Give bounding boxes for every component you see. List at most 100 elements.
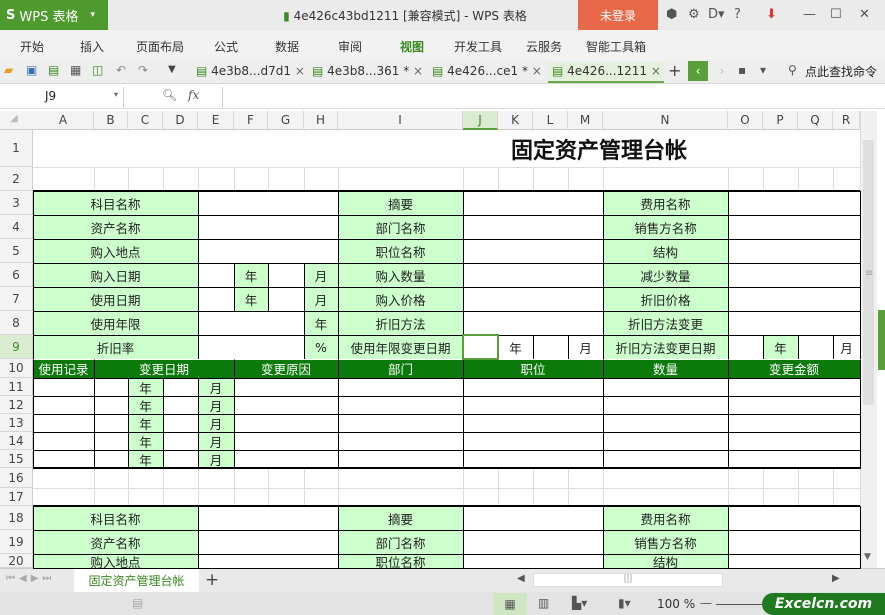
input-cell[interactable] xyxy=(462,431,604,451)
column-header[interactable]: Q xyxy=(798,111,833,130)
input-cell[interactable] xyxy=(197,262,235,288)
input-cell[interactable] xyxy=(162,431,199,451)
login-button[interactable]: 未登录 xyxy=(578,0,658,30)
column-header[interactable]: G xyxy=(268,111,304,130)
tab-next-icon[interactable]: › xyxy=(719,64,725,78)
column-header[interactable]: N xyxy=(603,111,728,130)
row-header[interactable]: 12 xyxy=(0,396,33,414)
skin-icon[interactable]: ⬢ xyxy=(666,7,678,22)
row-header[interactable]: 11 xyxy=(0,378,33,396)
scroll-right-icon[interactable]: ▶ xyxy=(832,573,840,584)
undo-icon[interactable]: ↶ xyxy=(116,63,127,77)
input-cell[interactable] xyxy=(462,214,604,240)
column-header[interactable]: J xyxy=(463,111,498,130)
row-header[interactable]: 16 xyxy=(0,468,33,488)
minimize-icon[interactable]: — xyxy=(803,7,816,22)
row-header[interactable]: 5 xyxy=(0,239,33,263)
input-cell[interactable] xyxy=(727,190,861,216)
input-cell[interactable] xyxy=(462,377,604,397)
input-cell[interactable] xyxy=(462,310,604,336)
input-cell[interactable] xyxy=(602,395,729,415)
export-icon[interactable]: ▤ xyxy=(48,63,60,77)
input-cell[interactable] xyxy=(32,413,95,433)
input-cell[interactable] xyxy=(337,377,464,397)
input-cell[interactable] xyxy=(727,334,764,360)
row-header[interactable]: 13 xyxy=(0,414,33,432)
wps-app-menu-button[interactable]: S WPS 表格 ▾ xyxy=(0,0,108,30)
input-cell[interactable] xyxy=(197,214,339,240)
input-cell[interactable] xyxy=(197,190,339,216)
input-cell[interactable] xyxy=(197,553,339,569)
document-tab[interactable]: ▤ 4e3b8...361 * × xyxy=(308,62,424,83)
column-header[interactable]: H xyxy=(304,111,338,130)
dropdown-icon[interactable]: ▼ xyxy=(168,64,176,75)
input-cell[interactable] xyxy=(602,377,729,397)
input-cell[interactable] xyxy=(462,449,604,469)
sheet-nav-icons[interactable]: ⏮◀▶⏭ xyxy=(6,573,56,584)
input-cell[interactable] xyxy=(197,334,305,360)
redo-icon[interactable]: ↷ xyxy=(138,63,149,77)
column-header[interactable]: D xyxy=(163,111,198,130)
column-header[interactable]: E xyxy=(198,111,234,130)
row-header[interactable]: 6 xyxy=(0,263,33,287)
input-cell[interactable] xyxy=(233,395,339,415)
menu-tab[interactable]: 数据 xyxy=(275,40,300,54)
input-cell[interactable] xyxy=(727,553,861,569)
input-cell[interactable] xyxy=(727,214,861,240)
scroll-left-icon[interactable]: ◀ xyxy=(517,573,525,584)
chevron-down-icon[interactable]: ▾ xyxy=(114,90,119,99)
save-icon[interactable]: ▣ xyxy=(26,63,38,77)
input-cell[interactable] xyxy=(337,449,464,469)
input-cell[interactable] xyxy=(197,310,305,336)
input-cell[interactable] xyxy=(233,449,339,469)
row-header[interactable]: 1 xyxy=(0,130,33,167)
input-cell[interactable] xyxy=(727,413,861,433)
menu-tab[interactable]: 智能工具箱 xyxy=(586,40,647,54)
input-cell[interactable] xyxy=(727,238,861,264)
normal-view-icon[interactable]: ▦ xyxy=(493,593,527,615)
eye-protection-icon[interactable]: ▮▾ xyxy=(618,596,631,610)
input-cell[interactable] xyxy=(32,377,95,397)
menu-tab[interactable]: 视图 xyxy=(400,40,425,54)
row-header[interactable]: 14 xyxy=(0,432,33,450)
maximize-icon[interactable]: ☐ xyxy=(830,7,842,22)
document-tab[interactable]: ▤ 4e3b8...d7d1 × xyxy=(192,62,305,83)
input-cell[interactable] xyxy=(462,413,604,433)
menu-tab[interactable]: 开发工具 xyxy=(454,40,503,54)
input-cell[interactable] xyxy=(233,431,339,451)
pin-icon[interactable]: ▪ xyxy=(738,63,747,77)
column-header[interactable]: A xyxy=(33,111,94,130)
input-cell[interactable] xyxy=(462,238,604,264)
close-tab-icon[interactable]: × xyxy=(527,64,542,78)
close-tab-icon[interactable]: × xyxy=(647,64,661,78)
input-cell[interactable] xyxy=(462,553,604,569)
input-cell[interactable] xyxy=(462,286,604,312)
menu-tab[interactable]: 审阅 xyxy=(338,40,363,54)
row-header[interactable]: 19 xyxy=(0,530,33,554)
zoom-function-icon[interactable]: 🔍︎ xyxy=(162,88,178,102)
input-cell[interactable] xyxy=(462,395,604,415)
open-icon[interactable]: ▰ xyxy=(4,63,14,77)
input-cell[interactable] xyxy=(162,449,199,469)
row-header[interactable]: 17 xyxy=(0,488,33,506)
input-cell[interactable] xyxy=(602,431,729,451)
menu-tab[interactable]: 云服务 xyxy=(526,40,563,54)
input-cell[interactable] xyxy=(727,395,861,415)
column-header[interactable]: I xyxy=(338,111,463,130)
input-cell[interactable] xyxy=(93,431,129,451)
flag-icon[interactable]: ▾ xyxy=(760,63,767,77)
input-cell[interactable] xyxy=(727,431,861,451)
input-cell[interactable] xyxy=(727,505,861,531)
cell-selection[interactable] xyxy=(462,334,499,360)
sheet-tab[interactable]: 固定资产管理台帐 xyxy=(74,568,199,592)
print-icon[interactable]: ▦ xyxy=(70,63,82,77)
column-header[interactable]: B xyxy=(94,111,128,130)
input-cell[interactable] xyxy=(32,431,95,451)
input-cell[interactable] xyxy=(727,262,861,288)
input-cell[interactable] xyxy=(267,262,305,288)
zoom-slider[interactable] xyxy=(716,604,766,605)
row-header[interactable]: 7 xyxy=(0,287,33,311)
input-cell[interactable] xyxy=(727,529,861,555)
column-header[interactable]: C xyxy=(128,111,163,130)
input-cell[interactable] xyxy=(462,262,604,288)
